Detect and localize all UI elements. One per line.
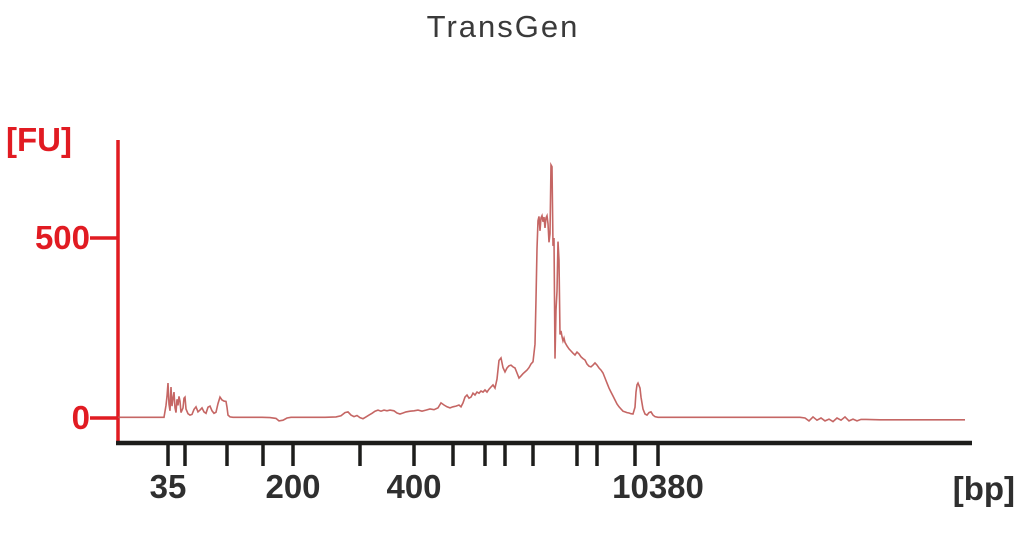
x-tick-label-400: 400 xyxy=(386,468,442,505)
y-tick-label-500: 500 xyxy=(34,219,90,256)
x-tick-label-10380: 10380 xyxy=(612,468,704,505)
fluorescence-trace xyxy=(118,161,965,423)
y-axis-unit-label: [FU] xyxy=(6,121,72,158)
chart-title: TransGen xyxy=(426,9,580,44)
x-axis-unit-label: [bp] xyxy=(952,470,1015,507)
x-tick-label-200: 200 xyxy=(265,468,321,505)
x-tick-label-35: 35 xyxy=(149,468,187,505)
y-tick-label-0: 0 xyxy=(71,399,90,436)
